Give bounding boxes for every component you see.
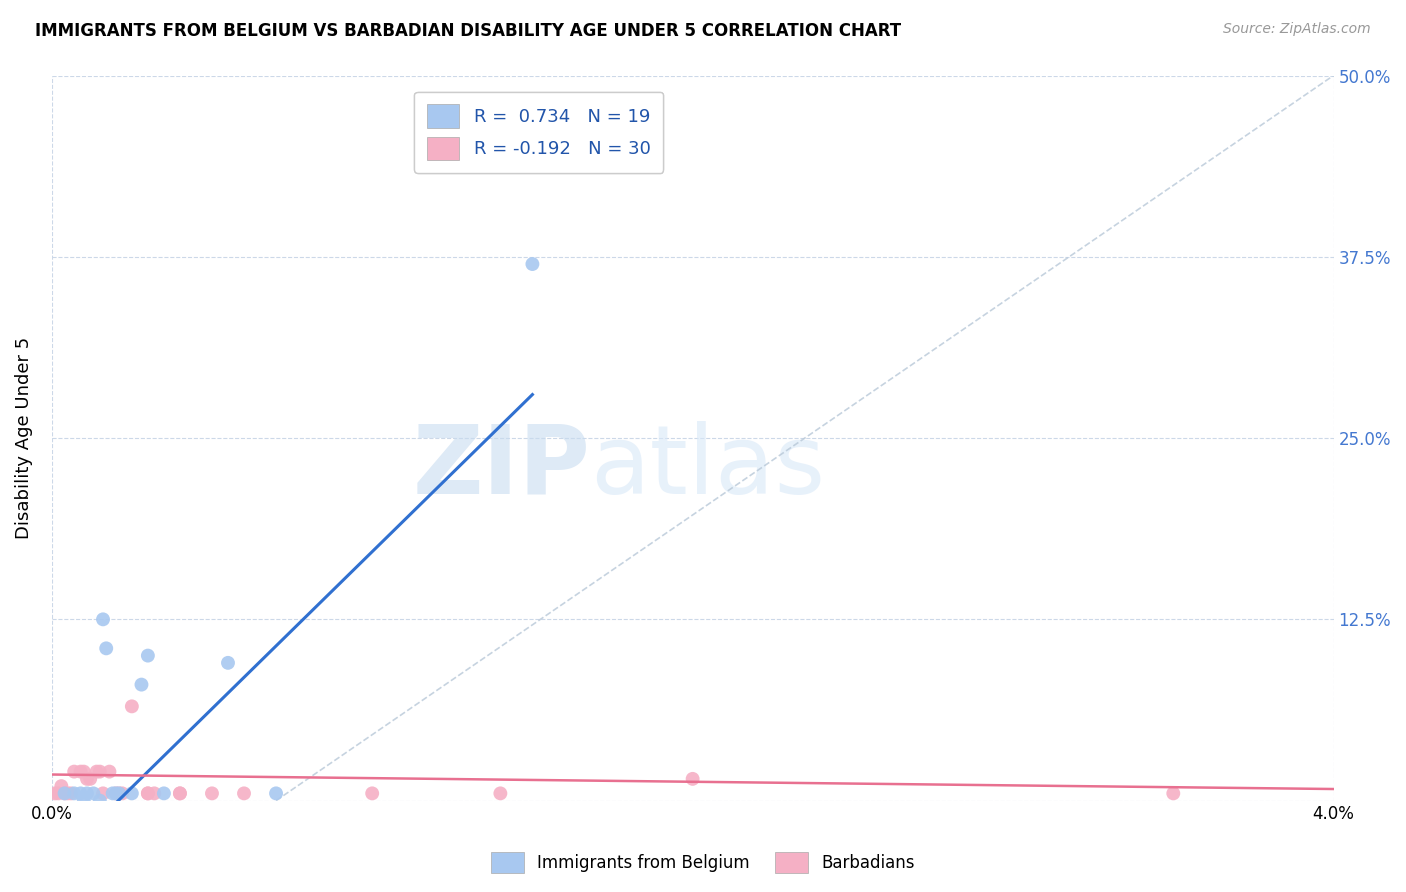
Point	[96, 641, 118, 656]
Point	[104, 786, 127, 800]
Y-axis label: Disability Age Under 5: Disability Age Under 5	[15, 337, 32, 539]
Legend: R =  0.734   N = 19, R = -0.192   N = 30: R = 0.734 N = 19, R = -0.192 N = 30	[415, 92, 664, 172]
Point	[682, 772, 704, 786]
Point	[63, 786, 86, 800]
Text: ZIP: ZIP	[412, 420, 591, 514]
Point	[89, 764, 111, 779]
Point	[98, 764, 121, 779]
Legend: Immigrants from Belgium, Barbadians: Immigrants from Belgium, Barbadians	[484, 846, 922, 880]
Point	[79, 772, 101, 786]
Point	[169, 786, 191, 800]
Point	[76, 772, 98, 786]
Point	[46, 786, 69, 800]
Point	[69, 786, 91, 800]
Point	[111, 786, 134, 800]
Point	[233, 786, 256, 800]
Point	[1161, 786, 1184, 800]
Text: atlas: atlas	[591, 420, 825, 514]
Point	[131, 677, 153, 691]
Point	[201, 786, 224, 800]
Point	[69, 764, 91, 779]
Point	[82, 786, 104, 800]
Point	[522, 257, 544, 271]
Point	[56, 786, 79, 800]
Point	[264, 786, 287, 800]
Point	[121, 786, 143, 800]
Point	[51, 779, 73, 793]
Point	[136, 648, 159, 663]
Point	[169, 786, 191, 800]
Point	[489, 786, 512, 800]
Text: Source: ZipAtlas.com: Source: ZipAtlas.com	[1223, 22, 1371, 37]
Point	[44, 786, 66, 800]
Point	[73, 794, 96, 808]
Point	[136, 786, 159, 800]
Point	[217, 656, 239, 670]
Text: IMMIGRANTS FROM BELGIUM VS BARBADIAN DISABILITY AGE UNDER 5 CORRELATION CHART: IMMIGRANTS FROM BELGIUM VS BARBADIAN DIS…	[35, 22, 901, 40]
Point	[89, 794, 111, 808]
Point	[361, 786, 384, 800]
Point	[59, 786, 82, 800]
Point	[86, 764, 108, 779]
Point	[63, 764, 86, 779]
Point	[143, 786, 166, 800]
Point	[73, 764, 96, 779]
Point	[136, 786, 159, 800]
Point	[108, 786, 131, 800]
Point	[53, 786, 76, 800]
Point	[108, 786, 131, 800]
Point	[104, 786, 127, 800]
Point	[101, 786, 124, 800]
Point	[76, 786, 98, 800]
Point	[121, 699, 143, 714]
Point	[53, 786, 76, 800]
Point	[91, 612, 114, 626]
Point	[91, 786, 114, 800]
Point	[153, 786, 176, 800]
